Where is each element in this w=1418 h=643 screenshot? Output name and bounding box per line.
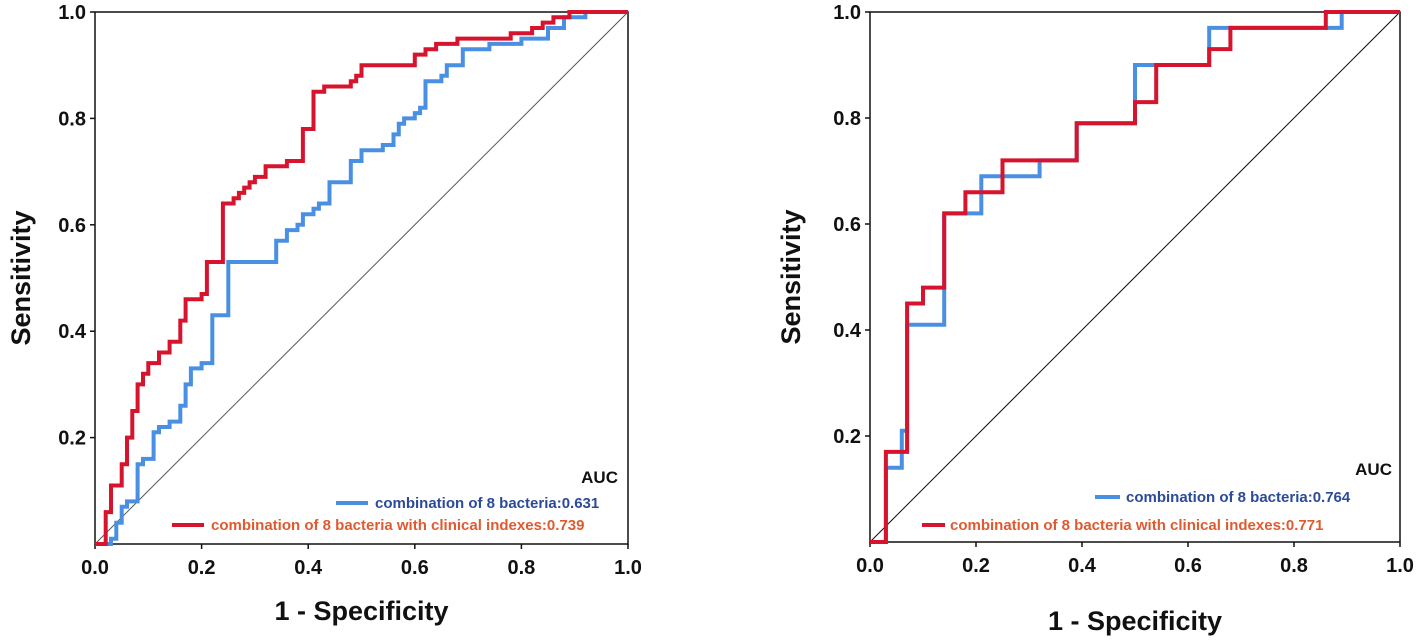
x-tick-label: 0.0 — [81, 557, 109, 579]
y-tick-label: 0.4 — [833, 320, 862, 342]
x-axis-title: 1 - Specificity — [1048, 606, 1222, 636]
y-tick-label: 0.6 — [58, 215, 86, 237]
diagonal-reference-line — [869, 11, 1401, 543]
diagonal-reference-line — [94, 11, 629, 545]
y-axis-title: Sensitivity — [6, 210, 36, 345]
y-tick-label: 0.2 — [58, 428, 86, 450]
x-tick-label: 0.4 — [1068, 555, 1097, 577]
y-tick-label: 0.2 — [833, 426, 861, 448]
y-tick-label: 0.6 — [833, 214, 861, 236]
y-tick-label: 1.0 — [58, 2, 86, 24]
x-tick-label: 0.2 — [962, 555, 990, 577]
roc-curve-series-1 — [95, 10, 628, 546]
x-tick-label: 0.8 — [1280, 555, 1308, 577]
y-tick-label: 0.8 — [833, 108, 861, 130]
x-tick-label: 0.8 — [507, 557, 535, 579]
roc-curve-series-2 — [95, 10, 628, 546]
y-tick-label: 0.4 — [58, 321, 87, 343]
legend-label-series-1: combination of 8 bacteria:0.764 — [1126, 489, 1351, 506]
legend-label-series-2: combination of 8 bacteria with clinical … — [211, 517, 584, 534]
roc-curve-series-2 — [870, 10, 1400, 544]
roc-curve-series-1 — [870, 10, 1400, 544]
roc-panel-1: 0.0 0.2 0.4 0.6 0.8 1.0 0.2 0.4 0.6 0.8 1.0 1 - Spe… — [6, 2, 642, 626]
legend-label-series-1: combination of 8 bacteria:0.631 — [375, 495, 599, 512]
plot-frame — [94, 11, 629, 545]
x-axis-title: 1 - Specificity — [274, 596, 448, 626]
y-tick-label: 0.8 — [58, 108, 86, 130]
legend-title: AUC — [1355, 460, 1392, 479]
x-tick-label: 1.0 — [1386, 555, 1414, 577]
plot-frame — [869, 11, 1401, 543]
y-tick-label: 1.0 — [833, 2, 861, 24]
x-tick-label: 0.2 — [188, 557, 216, 579]
legend-label-series-2: combination of 8 bacteria with clinical … — [950, 517, 1323, 534]
x-tick-label: 1.0 — [614, 557, 642, 579]
x-tick-label: 0.4 — [294, 557, 323, 579]
x-tick-label: 0.6 — [401, 557, 429, 579]
legend-title: AUC — [581, 468, 618, 487]
roc-panel-2: 0.0 0.2 0.4 0.6 0.8 1.0 0.2 0.4 0.6 0.8 1.0 1 - Spe… — [776, 2, 1414, 636]
y-axis-title: Sensitivity — [776, 209, 806, 344]
x-tick-label: 0.0 — [856, 555, 884, 577]
x-tick-label: 0.6 — [1174, 555, 1202, 577]
